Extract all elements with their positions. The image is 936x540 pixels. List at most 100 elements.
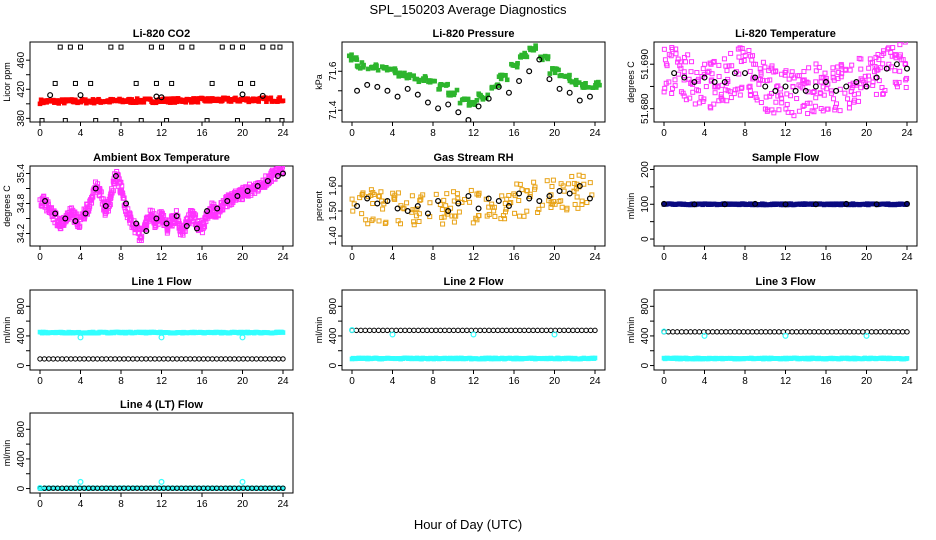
chain-point	[77, 356, 83, 362]
data-point	[790, 84, 796, 90]
data-point	[546, 76, 553, 83]
series-0	[37, 329, 286, 336]
data-point	[701, 332, 708, 339]
series-1	[37, 95, 286, 107]
data-point	[279, 118, 285, 122]
chain-point	[428, 327, 435, 334]
chain-point	[891, 329, 897, 335]
data-point	[669, 90, 675, 96]
data-point	[834, 101, 840, 107]
panel-line-1-flow: Line 1 Flow 0 4 8 12 16 20 24 0 400 800 ml/min	[2, 276, 294, 387]
data-point	[441, 197, 447, 203]
data-point	[886, 61, 892, 67]
data-point	[849, 62, 855, 68]
data-point	[768, 65, 774, 71]
chain-point	[899, 329, 906, 335]
chain-point	[838, 329, 844, 335]
x-tick-label: 20	[549, 252, 561, 263]
data-point	[239, 91, 246, 98]
chain-point	[543, 327, 550, 334]
data-point	[516, 78, 523, 85]
data-point	[824, 86, 830, 92]
x-tick-label: 16	[508, 252, 520, 263]
x-tick-label: 16	[820, 376, 832, 387]
data-point	[883, 65, 890, 72]
x-tick-label: 24	[589, 128, 601, 139]
data-point	[812, 83, 819, 90]
data-point	[158, 334, 165, 341]
data-point	[758, 71, 764, 77]
data-point	[660, 328, 667, 335]
data-point	[707, 104, 713, 110]
data-point	[240, 44, 245, 50]
data-point	[100, 196, 106, 202]
data-point	[707, 60, 713, 66]
data-point	[149, 212, 155, 218]
data-point	[664, 63, 670, 69]
y-axis-label: percent	[314, 190, 324, 221]
data-point	[153, 80, 159, 86]
data-point	[517, 213, 523, 219]
data-point	[549, 201, 555, 207]
chain-point	[696, 329, 703, 335]
data-point	[240, 196, 246, 202]
data-point	[411, 73, 416, 78]
chain-point	[152, 356, 158, 362]
data-point	[880, 91, 886, 97]
data-point	[830, 96, 836, 102]
chain-point	[249, 356, 255, 362]
page-title: SPL_150203 Average Diagnostics	[369, 2, 567, 17]
data-point	[224, 198, 231, 205]
data-point	[105, 199, 111, 205]
data-point	[661, 89, 667, 95]
chain-point	[103, 356, 109, 362]
series-2	[349, 327, 558, 338]
data-point	[383, 219, 389, 225]
data-point	[359, 60, 365, 65]
band-point	[592, 355, 598, 361]
chain-point	[406, 327, 413, 334]
data-point	[57, 44, 63, 50]
x-tick-label: 12	[468, 128, 480, 139]
data-point	[692, 101, 698, 107]
data-point	[718, 91, 724, 97]
data-point	[842, 90, 848, 96]
data-point	[517, 54, 523, 59]
y-tick-label: 71.4	[328, 100, 339, 120]
data-point	[863, 83, 870, 90]
data-point	[39, 203, 45, 209]
x-tick-label: 0	[37, 499, 43, 510]
data-point	[586, 195, 593, 202]
data-point	[700, 98, 706, 104]
x-tick-label: 16	[820, 252, 832, 263]
data-point	[67, 44, 73, 50]
data-point	[466, 103, 472, 108]
data-point	[504, 196, 510, 202]
series-0	[661, 42, 910, 119]
chain-point	[776, 329, 782, 335]
data-point	[822, 70, 828, 76]
data-point	[821, 92, 827, 98]
data-point	[753, 61, 759, 67]
x-tick-label: 0	[349, 376, 355, 387]
data-point	[779, 71, 785, 77]
data-point	[579, 202, 585, 208]
data-point	[72, 218, 79, 225]
x-tick-label: 24	[589, 376, 601, 387]
series-1	[354, 183, 593, 217]
data-point	[394, 93, 401, 100]
chain-point	[709, 329, 716, 335]
data-point	[350, 208, 356, 214]
data-point	[36, 484, 43, 491]
data-point	[806, 65, 812, 71]
data-point	[234, 118, 240, 122]
data-point	[384, 198, 391, 205]
data-point	[812, 103, 818, 109]
data-point	[879, 52, 885, 58]
data-point	[691, 201, 698, 208]
chain-point	[842, 329, 848, 335]
series-1	[671, 61, 910, 94]
y-tick-label: 1.40	[328, 226, 339, 246]
data-point	[360, 190, 366, 196]
data-point	[762, 83, 769, 90]
